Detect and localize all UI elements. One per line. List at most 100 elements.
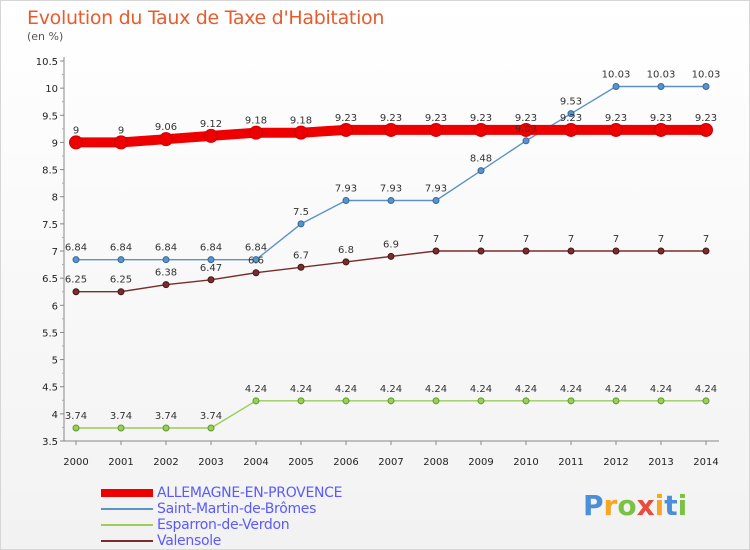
data-label-0: 9.06 xyxy=(155,122,177,133)
data-point-1 xyxy=(567,110,575,118)
data-point-2 xyxy=(117,424,125,432)
data-point-0 xyxy=(339,122,353,137)
y-tick-label: 5 xyxy=(52,356,58,367)
x-tick-label: 2014 xyxy=(693,457,718,468)
data-label-2: 4.24 xyxy=(605,384,627,395)
proxiti-logo: Proxiti xyxy=(583,489,687,522)
data-point-3 xyxy=(477,247,485,255)
data-label-1: 10.03 xyxy=(692,70,721,81)
data-label-3: 7 xyxy=(568,234,574,245)
data-point-2 xyxy=(567,397,575,405)
chart-unit-label: (en %) xyxy=(27,30,64,43)
data-point-2 xyxy=(702,397,710,405)
data-label-1: 10.03 xyxy=(647,70,676,81)
data-point-2 xyxy=(387,397,395,405)
y-tick-label: 5.5 xyxy=(42,328,58,339)
data-label-2: 3.74 xyxy=(200,411,222,422)
data-label-0: 9.23 xyxy=(695,113,717,124)
data-point-2 xyxy=(207,424,215,432)
data-label-1: 6.84 xyxy=(200,243,222,254)
data-label-3: 7 xyxy=(523,234,529,245)
data-point-2 xyxy=(162,424,170,432)
data-label-3: 7 xyxy=(478,234,484,245)
data-label-2: 4.24 xyxy=(470,384,492,395)
data-label-3: 7 xyxy=(658,234,664,245)
data-label-2: 4.24 xyxy=(290,384,312,395)
data-point-2 xyxy=(657,397,665,405)
data-point-1 xyxy=(117,256,125,264)
logo-letter: x xyxy=(636,489,655,522)
data-point-1 xyxy=(162,256,170,264)
data-point-3 xyxy=(702,247,710,255)
chart-data-labels: 9 9 9.06 9.12 9.18 9.18 9.23 9.23 9.23 9.23 9.23 9.… xyxy=(65,70,720,422)
y-tick-label: 6 xyxy=(52,301,58,312)
data-label-1: 6.84 xyxy=(245,243,267,254)
y-tick-label: 9.5 xyxy=(42,111,58,122)
data-label-0: 9.23 xyxy=(650,113,672,124)
chart-axes: 3.5 4 4.5 5 5.5 6 6.5 7 7.5 8 8.5 9 9.5 10 10.5 2000 200… xyxy=(36,57,719,468)
x-tick-label: 2000 xyxy=(63,457,88,468)
legend-label: Esparron-de-Verdon xyxy=(157,517,290,533)
data-point-3 xyxy=(387,252,395,260)
data-label-0: 9.18 xyxy=(290,116,312,127)
data-point-1 xyxy=(252,256,260,264)
data-point-3 xyxy=(207,276,215,284)
data-point-2 xyxy=(72,424,80,432)
data-label-2: 3.74 xyxy=(155,411,177,422)
data-point-0 xyxy=(564,122,578,137)
data-label-0: 9.23 xyxy=(425,113,447,124)
data-label-3: 6.7 xyxy=(293,250,309,261)
y-tick-label: 8 xyxy=(52,193,58,204)
data-label-1: 6.84 xyxy=(110,243,132,254)
data-point-2 xyxy=(432,397,440,405)
data-point-3 xyxy=(72,288,80,296)
data-label-3: 6.25 xyxy=(110,275,132,286)
data-point-0 xyxy=(699,122,713,137)
x-tick-label: 2011 xyxy=(558,457,583,468)
data-label-3: 6.38 xyxy=(155,268,177,279)
legend-swatch xyxy=(101,489,153,497)
data-label-3: 7 xyxy=(433,234,439,245)
data-point-1 xyxy=(702,83,710,91)
data-label-0: 9 xyxy=(73,125,79,136)
data-label-1: 9.03 xyxy=(515,124,537,135)
data-point-2 xyxy=(342,397,350,405)
data-point-3 xyxy=(342,258,350,266)
data-point-3 xyxy=(117,288,125,296)
logo-letter: i xyxy=(654,489,665,522)
data-point-0 xyxy=(159,132,173,147)
data-label-1: 6.84 xyxy=(65,243,87,254)
data-point-0 xyxy=(294,125,308,140)
x-tick-label: 2001 xyxy=(108,457,133,468)
data-point-1 xyxy=(522,137,530,145)
logo-letter: r xyxy=(603,489,618,522)
data-label-0: 9.23 xyxy=(515,113,537,124)
data-point-1 xyxy=(387,197,395,205)
data-label-1: 6.84 xyxy=(155,243,177,254)
data-label-0: 9.23 xyxy=(470,113,492,124)
logo-letter: t xyxy=(664,489,678,522)
data-point-2 xyxy=(612,397,620,405)
x-tick-label: 2002 xyxy=(153,457,178,468)
y-tick-label: 8.5 xyxy=(42,166,58,177)
data-point-1 xyxy=(657,83,665,91)
data-label-1: 9.53 xyxy=(560,97,582,108)
data-label-2: 4.24 xyxy=(560,384,582,395)
data-point-3 xyxy=(567,247,575,255)
x-tick-label: 2008 xyxy=(423,457,448,468)
data-point-1 xyxy=(207,256,215,264)
data-label-3: 7 xyxy=(703,234,709,245)
data-label-3: 7 xyxy=(613,234,619,245)
data-point-1 xyxy=(612,83,620,91)
data-point-0 xyxy=(654,122,668,137)
data-label-0: 9.23 xyxy=(335,113,357,124)
data-point-2 xyxy=(297,397,305,405)
data-label-3: 6.25 xyxy=(65,275,87,286)
data-point-1 xyxy=(297,220,305,228)
data-point-3 xyxy=(252,269,260,277)
data-label-0: 9.18 xyxy=(245,116,267,127)
legend-label: Valensole xyxy=(157,533,222,549)
data-label-2: 4.24 xyxy=(245,384,267,395)
data-label-3: 6.6 xyxy=(248,256,264,267)
